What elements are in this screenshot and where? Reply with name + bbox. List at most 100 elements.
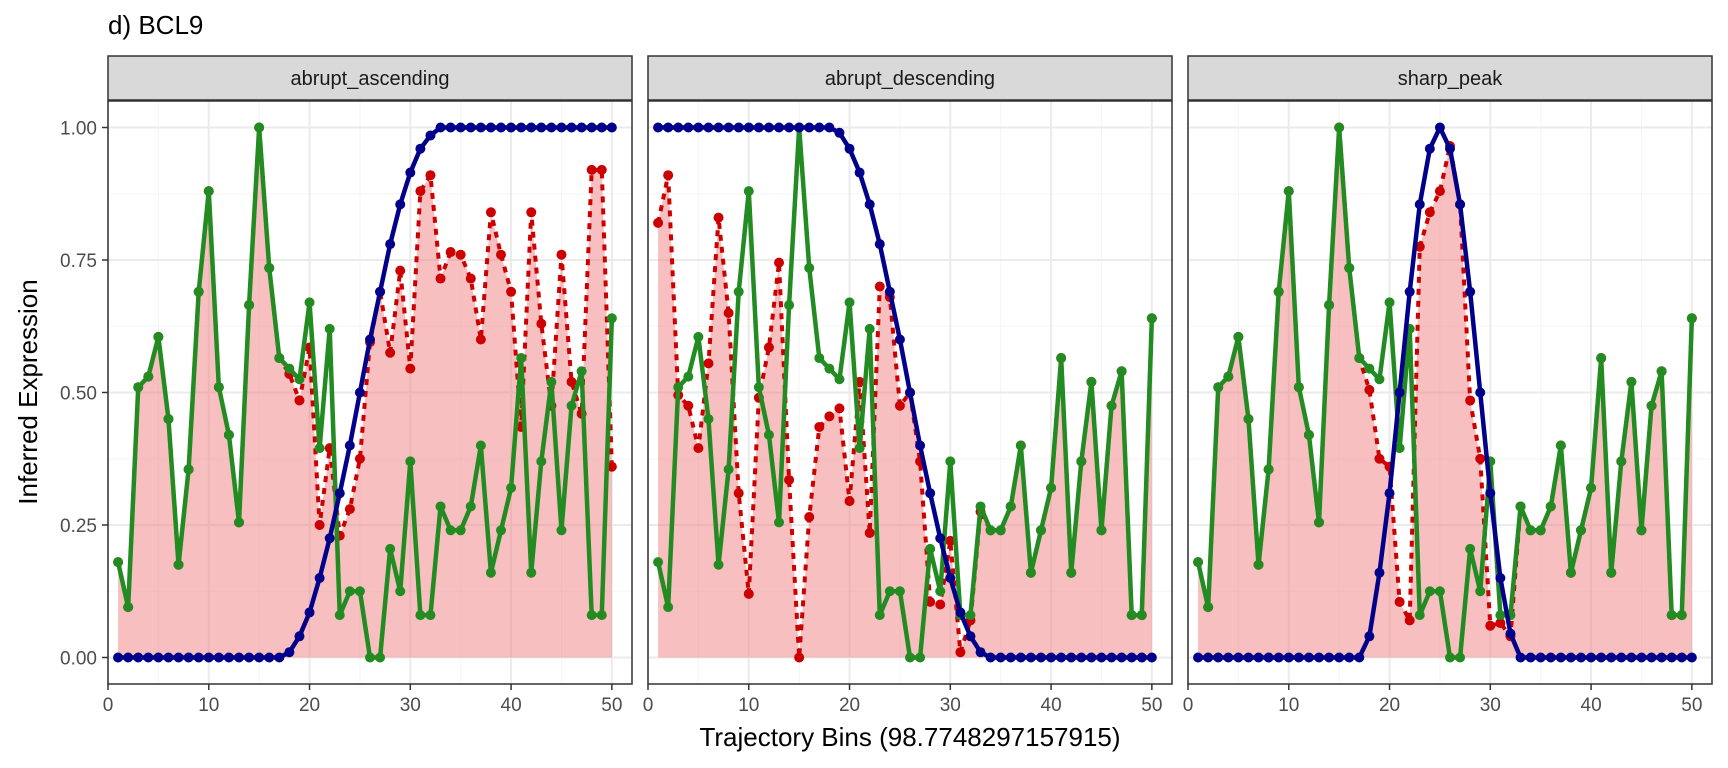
expression-point: [1414, 610, 1425, 621]
expression-point: [905, 652, 915, 663]
expression-point: [163, 414, 174, 424]
pattern-point: [1656, 652, 1667, 663]
pattern-point: [874, 239, 885, 250]
smoothed-area: [658, 175, 1152, 658]
pattern-point: [203, 652, 214, 663]
pattern-point: [1626, 652, 1637, 663]
pattern-point: [1243, 652, 1254, 663]
expression-point: [774, 517, 784, 528]
smoothed-point: [874, 281, 885, 292]
pattern-point: [653, 122, 664, 133]
expression-point: [1636, 525, 1647, 536]
smoothed-point: [1465, 395, 1476, 406]
pattern-point: [1505, 628, 1516, 639]
expression-point: [663, 602, 674, 613]
pattern-point: [1485, 488, 1496, 499]
pattern-point: [713, 122, 724, 133]
expression-point: [1394, 443, 1405, 454]
expression-point: [395, 586, 406, 597]
pattern-point: [884, 286, 895, 297]
pattern-point: [1126, 652, 1137, 663]
pattern-point: [516, 122, 527, 133]
pattern-point: [1525, 652, 1536, 663]
expression-point: [723, 464, 734, 475]
expression-point: [475, 440, 486, 451]
pattern-point: [223, 652, 234, 663]
expression-point: [1273, 286, 1284, 297]
smoothed-point: [1475, 453, 1486, 464]
expression-point: [1025, 567, 1036, 578]
pattern-point: [1616, 652, 1627, 663]
pattern-point: [864, 199, 875, 210]
pattern-point: [455, 122, 466, 133]
pattern-point: [1233, 652, 1244, 663]
pattern-point: [1056, 652, 1067, 663]
pattern-point: [1475, 387, 1486, 398]
expression-point: [784, 300, 795, 311]
expression-point: [213, 382, 224, 393]
smoothed-point: [425, 170, 436, 181]
smoothed-point: [566, 376, 577, 387]
facet-panel-0: abrupt_ascending 0 10 20 30 40 50 0.00 0.25 0.50 0…: [60, 55, 633, 716]
pattern-point: [475, 122, 486, 133]
pattern-point: [824, 122, 835, 133]
x-tick-label: 0: [1183, 695, 1194, 716]
smoothed-point: [713, 212, 724, 223]
expression-point: [576, 366, 587, 377]
expression-point: [1334, 122, 1345, 133]
expression-point: [1424, 586, 1435, 597]
pattern-point: [526, 122, 537, 133]
expression-point: [1106, 400, 1117, 411]
x-tick-label: 40: [1041, 695, 1062, 716]
smoothed-point: [526, 207, 537, 218]
expression-point: [1005, 501, 1016, 512]
expression-point: [344, 586, 355, 597]
smoothed-point: [435, 273, 446, 284]
pattern-point: [1146, 652, 1157, 663]
expression-point: [1076, 456, 1087, 467]
smoothed-point: [763, 342, 774, 353]
expression-point: [1046, 482, 1057, 493]
expression-point: [375, 652, 386, 663]
expression-point: [143, 371, 154, 382]
expression-point: [556, 525, 567, 536]
smoothed-point: [405, 363, 416, 374]
x-tick-label: 40: [1581, 695, 1602, 716]
pattern-point: [1535, 652, 1546, 663]
smoothed-point: [1404, 615, 1415, 626]
pattern-point: [1223, 652, 1234, 663]
pattern-point: [1414, 199, 1425, 210]
pattern-point: [1555, 652, 1566, 663]
pattern-point: [566, 122, 577, 133]
pattern-point: [703, 122, 714, 133]
pattern-point: [1303, 652, 1314, 663]
expression-point: [1586, 482, 1597, 493]
y-tick-label: 0.50: [60, 384, 97, 405]
expression-point: [304, 297, 315, 308]
expression-point: [455, 525, 466, 536]
smoothed-point: [586, 164, 597, 175]
expression-point: [113, 557, 124, 568]
expression-point: [1455, 652, 1466, 663]
pattern-point: [1606, 652, 1617, 663]
pattern-point: [606, 122, 617, 133]
pattern-point: [1465, 286, 1476, 297]
expression-point: [1263, 464, 1274, 475]
pattern-point: [153, 652, 164, 663]
smoothed-point: [1434, 186, 1445, 197]
expression-point: [733, 286, 744, 297]
pattern-point: [1686, 652, 1697, 663]
pattern-point: [1565, 652, 1576, 663]
x-tick-label: 10: [738, 695, 759, 716]
expression-point: [1576, 525, 1586, 536]
pattern-point: [1263, 652, 1274, 663]
expression-point: [586, 610, 597, 621]
pattern-point: [1354, 652, 1365, 663]
expression-point: [606, 313, 617, 324]
pattern-point: [1676, 652, 1687, 663]
pattern-point: [244, 652, 255, 663]
facet-strip-label: abrupt_descending: [825, 68, 995, 90]
pattern-point: [415, 143, 426, 154]
pattern-point: [1096, 652, 1107, 663]
expression-point: [693, 331, 704, 342]
